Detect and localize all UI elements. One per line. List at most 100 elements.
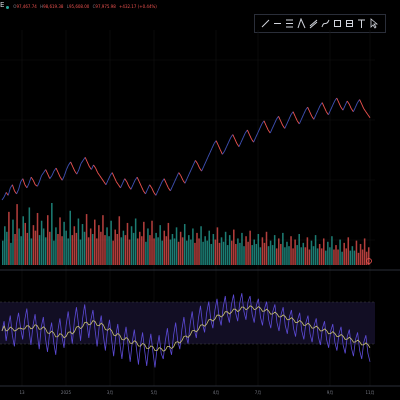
volume-bar [347,237,350,265]
volume-bar [257,234,260,265]
price-segment [224,146,227,152]
price-segment [359,99,363,105]
volume-bar [339,239,341,265]
volume-bar [196,232,198,265]
price-segment [163,178,167,184]
price-segment [278,116,282,122]
channel-icon[interactable] [309,18,318,29]
price-segment [57,172,61,178]
price-segment [332,100,336,106]
volume-bar [128,239,131,265]
volume-bar [251,245,253,265]
volume-bar [314,235,317,265]
volume-bar [87,237,90,265]
price-segment [43,169,47,173]
text-icon[interactable] [357,18,366,29]
volume-bar [134,218,137,265]
volume-bar [100,231,102,265]
volume-bar [28,207,31,265]
price-segment [22,178,26,185]
rsi-series [1,293,371,368]
price-segment [149,184,153,189]
price-segment [184,178,188,184]
price-segment [253,137,257,143]
volume-bar [159,225,161,265]
price-segment [269,128,273,134]
volume-bar [343,242,345,265]
price-segment [147,184,151,190]
price-segment [330,105,333,111]
volume-bar [6,231,8,265]
price-segment [186,173,190,179]
price-segment [26,183,30,189]
rsi-line [1,293,371,368]
price-segment [145,189,148,195]
volume-bar [157,237,159,265]
price-segment [276,116,279,120]
volume-bar [20,236,22,265]
volume-bar [2,240,4,265]
volume-bar [16,204,18,265]
price-segment [153,192,157,196]
volume-bar [177,241,180,265]
price-segment [72,166,76,172]
price-segment [361,103,365,109]
volume-bar [89,228,92,265]
price-segment [257,128,261,134]
volume-bar [273,235,276,265]
volume-bar [38,235,41,265]
trend-line-icon[interactable] [261,18,270,29]
xaxis-tick-label: 3月 [106,390,114,395]
price-segment [319,102,323,106]
volume-bar [271,245,274,265]
price-segment [342,105,346,111]
volume-bar [77,218,80,265]
brush-icon[interactable] [321,18,330,29]
volume-bar [136,238,139,265]
volume-bar [288,246,290,265]
ohlc-open-value: 97,467.74 [16,4,37,9]
volume-bar [118,216,121,265]
symbol-title[interactable]: E [0,1,5,9]
volume-bar [282,232,284,265]
price-segment [38,175,42,182]
volume-bar [320,248,323,265]
price-segment [236,143,240,147]
horizontal-line-icon[interactable] [273,18,282,29]
volume-bar [138,231,141,265]
volume-bar [361,249,364,265]
price-segment [159,181,163,187]
price-segment [294,116,298,122]
price-segment [334,97,338,102]
volume-bar [183,224,186,265]
price-segment [28,177,32,184]
price-segment [59,176,63,181]
fib-retracement-icon[interactable] [285,18,294,29]
xaxis-tick-label: 9月 [326,390,334,395]
price-segment [3,192,7,198]
market-status-icon [6,5,9,9]
volume-bar [327,241,329,265]
price-segment [24,184,28,189]
volume-bar [202,241,204,265]
price-segment [348,103,352,109]
price-segment [325,111,329,116]
volume-bar [108,236,110,265]
price-segment [367,114,371,119]
cursor-icon[interactable] [369,18,378,29]
measure-icon[interactable] [345,18,354,29]
price-segment [219,149,223,155]
volume-bar [124,235,127,265]
volume-bar [153,238,155,265]
ohlc-open-label: O [13,4,17,9]
price-segment [161,178,165,182]
volume-bar [12,219,14,265]
price-segment [74,170,78,175]
rectangle-icon[interactable] [333,18,342,29]
volume-bar [122,230,125,265]
pitchfork-icon[interactable] [297,18,306,29]
volume-bar [292,248,294,265]
time-axis[interactable]: 13 2025 3月 5月 4月 7月 9月 11月 [0,386,400,400]
